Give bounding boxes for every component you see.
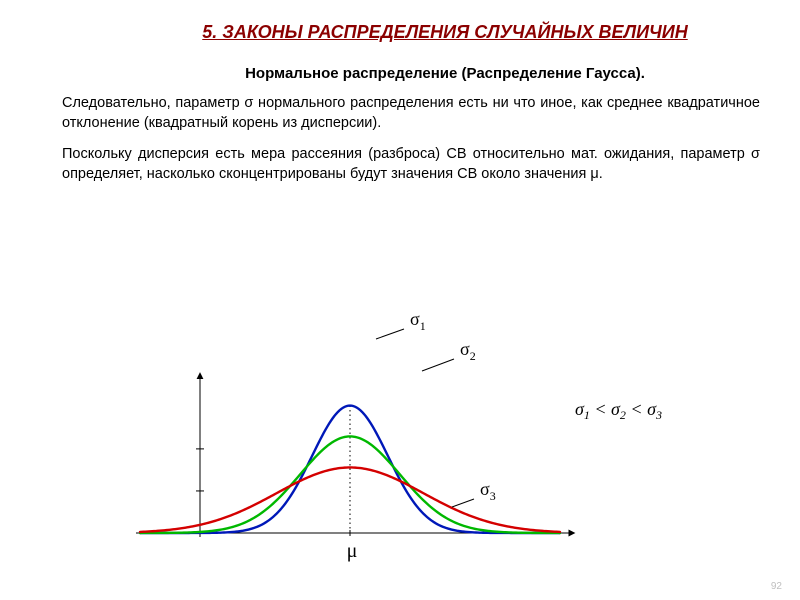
svg-text:σ3: σ3: [480, 479, 496, 503]
subtitle: Нормальное распределение (Распределение …: [0, 43, 800, 82]
paragraph-1: Следовательно, параметр σ нормального ра…: [0, 82, 800, 133]
svg-text:σ2: σ2: [460, 339, 476, 363]
section-title: 5. ЗАКОНЫ РАСПРЕДЕЛЕНИЯ СЛУЧАЙНЫХ ВЕЛИЧИ…: [0, 0, 800, 43]
page-number: 92: [771, 581, 782, 592]
paragraph-2: Поскольку дисперсия есть мера рассеяния …: [0, 133, 800, 184]
gaussian-chart: σ1 σ2 σ3 μ σ1 < σ2 < σ3: [130, 285, 690, 575]
svg-text:μ: μ: [347, 540, 358, 562]
svg-text:σ1 < σ2 < σ3: σ1 < σ2 < σ3: [575, 399, 662, 422]
chart-svg: σ1 σ2 σ3 μ σ1 < σ2 < σ3: [130, 285, 690, 575]
svg-text:σ1: σ1: [410, 309, 426, 333]
